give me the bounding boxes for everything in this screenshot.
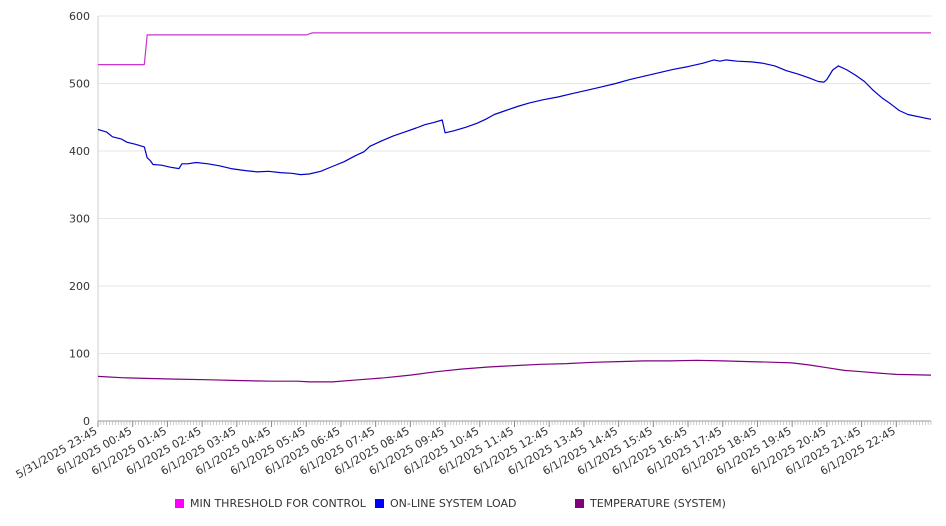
legend-label-temperature: TEMPERATURE (SYSTEM)	[590, 497, 726, 510]
y-tick-label: 600	[69, 10, 90, 23]
legend-swatch-min-threshold	[175, 499, 184, 508]
line-chart: 0 100 200 300 400 500 600 5/31/2025 23:456/1/2…	[14, 10, 932, 481]
y-tick-label: 400	[69, 145, 90, 158]
legend-item-temperature[interactable]: TEMPERATURE (SYSTEM)	[575, 497, 726, 510]
y-axis-ticks: 0 100 200 300 400 500 600	[69, 10, 90, 428]
series-line-1	[97, 59, 932, 176]
legend-swatch-temperature	[575, 499, 584, 508]
legend-item-min-threshold[interactable]: MIN THRESHOLD FOR CONTROL	[175, 497, 366, 510]
legend-swatch-system-load	[375, 499, 384, 508]
y-tick-label: 0	[83, 415, 90, 428]
legend: MIN THRESHOLD FOR CONTROL ON-LINE SYSTEM…	[0, 497, 946, 515]
legend-item-system-load[interactable]: ON-LINE SYSTEM LOAD	[375, 497, 516, 510]
x-axis-ticks: 5/31/2025 23:456/1/2025 00:456/1/2025 01…	[14, 421, 932, 481]
y-tick-label: 100	[69, 348, 90, 361]
series-line-0	[98, 32, 931, 66]
legend-label-system-load: ON-LINE SYSTEM LOAD	[390, 497, 517, 510]
y-tick-label: 300	[69, 213, 90, 226]
legend-label-min-threshold: MIN THRESHOLD FOR CONTROL	[190, 497, 366, 510]
grid-lines	[98, 15, 931, 354]
y-tick-label: 500	[69, 78, 90, 91]
y-tick-label: 200	[69, 280, 90, 293]
series-line-2	[97, 359, 932, 383]
series-lines	[97, 32, 932, 383]
